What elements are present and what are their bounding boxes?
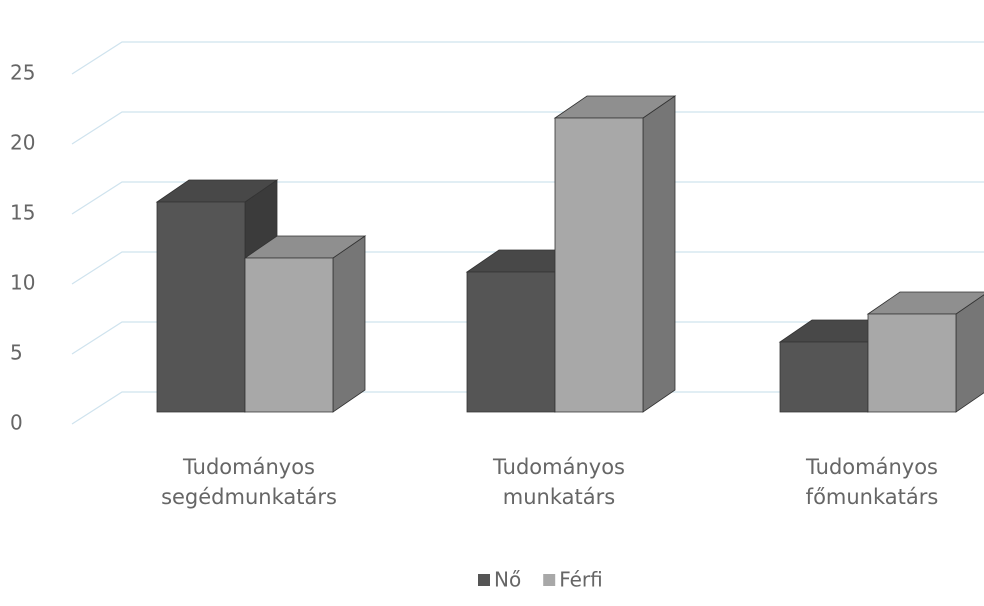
bar-face [642, 95, 676, 413]
grid-line [71, 391, 984, 425]
y-tick-label: 5 [10, 341, 23, 365]
y-tick-label: 0 [10, 411, 23, 435]
grid-line [71, 111, 984, 145]
y-tick-label: 20 [10, 131, 35, 155]
x-tick-label: Tudományos munkatárs [493, 455, 625, 509]
bar-face [244, 257, 334, 413]
legend-swatch [478, 574, 490, 586]
legend-label: Férfi [559, 568, 603, 592]
legend-label: Nő [494, 568, 521, 592]
grid-line [71, 321, 984, 355]
bar-face [779, 341, 869, 413]
bar [866, 291, 984, 413]
y-tick-label: 25 [10, 61, 35, 85]
y-tick-label: 10 [10, 271, 35, 295]
x-tick-label: Tudományos segédmunkatárs [161, 455, 337, 509]
x-tick-label: Tudományos főmunkatárs [805, 455, 939, 509]
bar-face [332, 235, 366, 413]
bar-face [156, 201, 246, 413]
grid-line [71, 181, 984, 215]
bar [243, 235, 367, 413]
bar-face [867, 313, 957, 413]
bar-face [466, 271, 556, 413]
grid-line [71, 251, 984, 285]
y-tick-label: 15 [10, 201, 35, 225]
bar [553, 95, 677, 413]
grid-line [71, 41, 984, 75]
bar-face [554, 117, 644, 413]
legend-swatch [543, 574, 556, 586]
